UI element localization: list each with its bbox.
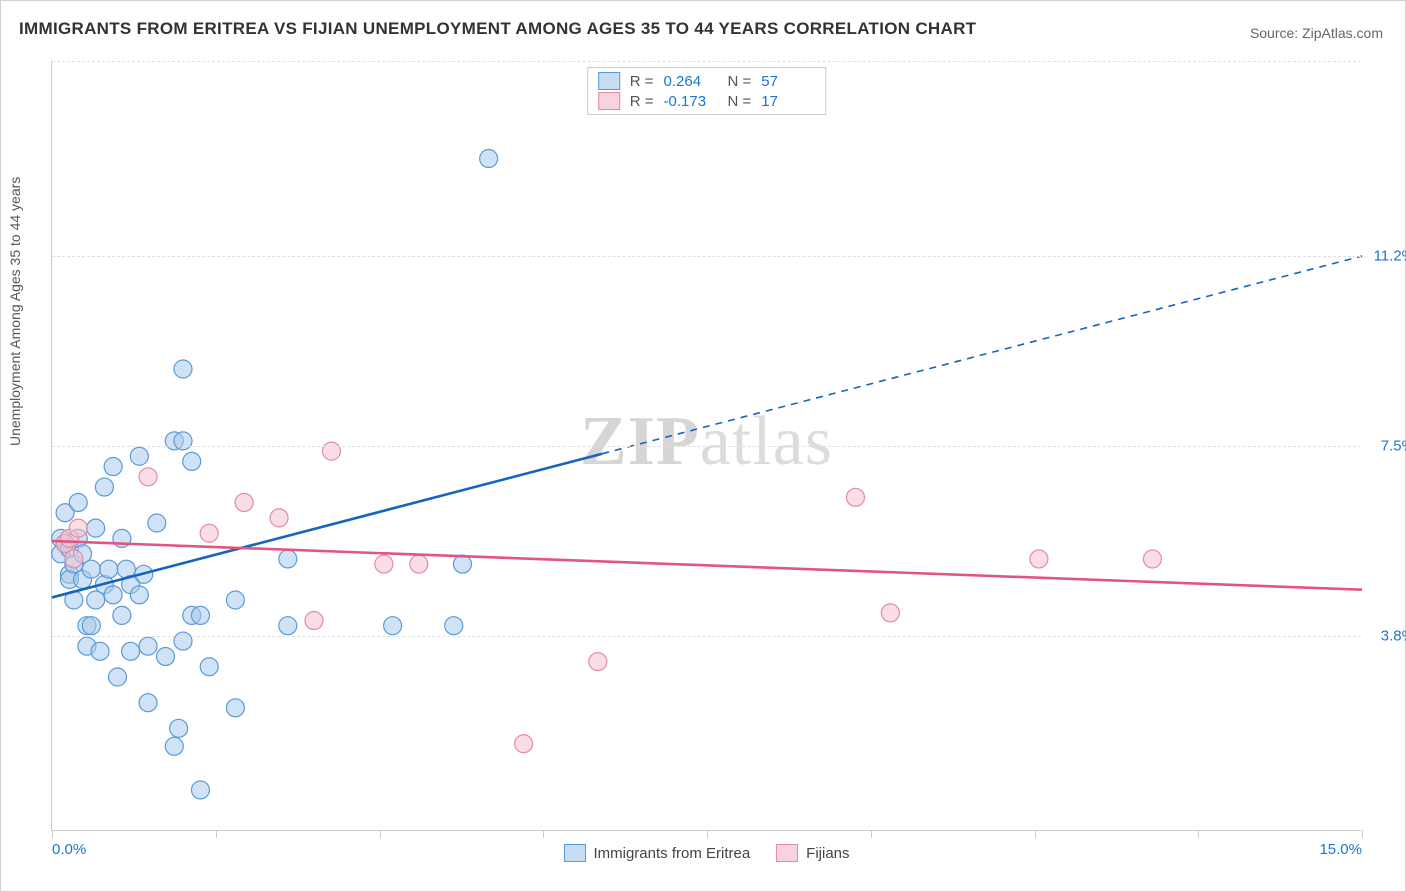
data-point	[139, 637, 157, 655]
data-point	[1030, 550, 1048, 568]
data-point	[226, 591, 244, 609]
data-point	[65, 550, 83, 568]
data-point	[87, 519, 105, 537]
data-point	[200, 524, 218, 542]
x-tick	[1198, 830, 1199, 838]
data-point	[174, 432, 192, 450]
swatch-blue-icon	[563, 844, 585, 862]
data-point	[157, 647, 175, 665]
x-tick	[871, 830, 872, 838]
gridline	[52, 446, 1361, 447]
legend-item-1: Fijians	[776, 844, 849, 862]
x-tick	[707, 830, 708, 838]
data-point	[515, 735, 533, 753]
data-point	[139, 694, 157, 712]
data-point	[148, 514, 166, 532]
legend-label-1: Fijians	[806, 845, 849, 862]
swatch-pink-icon	[776, 844, 798, 862]
data-point	[69, 493, 87, 511]
y-tick-label: 7.5%	[1381, 438, 1406, 455]
data-point	[82, 560, 100, 578]
data-point	[200, 658, 218, 676]
data-point	[305, 612, 323, 630]
data-point	[410, 555, 428, 573]
x-tick	[1362, 830, 1363, 838]
data-point	[191, 606, 209, 624]
data-point	[384, 617, 402, 635]
trend-line	[52, 541, 1362, 590]
data-point	[170, 719, 188, 737]
x-tick	[216, 830, 217, 838]
chart-container: IMMIGRANTS FROM ERITREA VS FIJIAN UNEMPL…	[0, 0, 1406, 892]
data-point	[279, 550, 297, 568]
data-point	[191, 781, 209, 799]
x-tick	[1035, 830, 1036, 838]
x-tick	[52, 830, 53, 838]
data-point	[881, 604, 899, 622]
data-point	[589, 653, 607, 671]
data-point	[445, 617, 463, 635]
data-point	[91, 642, 109, 660]
data-point	[95, 478, 113, 496]
y-axis-label: Unemployment Among Ages 35 to 44 years	[7, 177, 23, 446]
data-point	[846, 488, 864, 506]
y-tick-label: 11.2%	[1374, 248, 1406, 265]
data-point	[104, 586, 122, 604]
data-point	[82, 617, 100, 635]
gridline	[52, 61, 1361, 62]
data-point	[174, 632, 192, 650]
data-point	[113, 606, 131, 624]
gridline	[52, 256, 1361, 257]
data-point	[165, 737, 183, 755]
chart-title: IMMIGRANTS FROM ERITREA VS FIJIAN UNEMPL…	[19, 19, 976, 39]
x-tick-label: 0.0%	[52, 841, 86, 858]
series-legend: Immigrants from Eritrea Fijians	[563, 844, 849, 862]
data-point	[122, 642, 140, 660]
data-point	[480, 150, 498, 168]
data-point	[279, 617, 297, 635]
data-point	[69, 519, 87, 537]
data-point	[270, 509, 288, 527]
data-point	[226, 699, 244, 717]
plot-area: ZIPatlas R = 0.264 N = 57 R = -0.173 N =…	[51, 61, 1361, 831]
data-point	[104, 458, 122, 476]
data-point	[109, 668, 127, 686]
data-point	[139, 468, 157, 486]
y-tick-label: 3.8%	[1381, 627, 1406, 644]
data-point	[1143, 550, 1161, 568]
data-point	[235, 493, 253, 511]
trend-line	[52, 454, 602, 598]
data-point	[174, 360, 192, 378]
data-point	[183, 452, 201, 470]
data-point	[375, 555, 393, 573]
x-tick	[380, 830, 381, 838]
data-point	[130, 447, 148, 465]
x-tick-label: 15.0%	[1319, 841, 1362, 858]
legend-label-0: Immigrants from Eritrea	[593, 845, 750, 862]
data-point	[100, 560, 118, 578]
gridline	[52, 636, 1361, 637]
trend-line-dashed	[602, 256, 1362, 454]
legend-item-0: Immigrants from Eritrea	[563, 844, 750, 862]
x-tick	[543, 830, 544, 838]
data-point	[322, 442, 340, 460]
data-point	[130, 586, 148, 604]
source-attribution: Source: ZipAtlas.com	[1250, 25, 1383, 41]
